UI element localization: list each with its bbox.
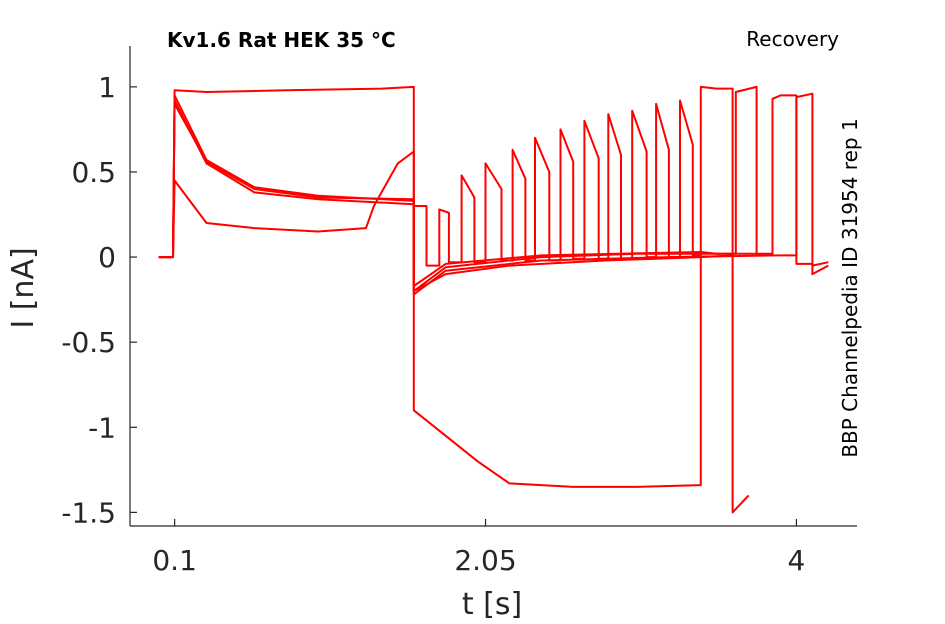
x-tick-label: 4 <box>788 544 806 577</box>
series-layer <box>158 85 829 514</box>
trace-line-4 <box>158 92 829 296</box>
y-tick-label: 0.5 <box>71 156 116 189</box>
y-tick-label: -0.5 <box>61 326 116 359</box>
trace-line-5 <box>158 85 750 514</box>
tick-layer: 0.1 2.05 4 1 0.5 0 -0.5 -1 -1.5 <box>61 71 805 577</box>
y-tick-label: 0 <box>98 241 116 274</box>
trace-line-6 <box>412 99 701 267</box>
trace-line-1 <box>158 85 733 293</box>
x-tick-label: 0.1 <box>152 544 197 577</box>
trace-line-2 <box>158 85 765 287</box>
x-tick-label: 2.05 <box>454 544 516 577</box>
y-axis-label: I [nA] <box>6 247 41 328</box>
protocol-label: Recovery <box>746 27 839 51</box>
y-tick-label: -1 <box>88 411 116 444</box>
chart-title: Kv1.6 Rat HEK 35 °C <box>167 28 396 52</box>
side-label: BBP Channelpedia ID 31954 rep 1 <box>838 118 862 457</box>
x-axis-label: t [s] <box>462 587 522 622</box>
y-tick-label: -1.5 <box>61 496 116 529</box>
y-tick-label: 1 <box>98 71 116 104</box>
trace-line-3 <box>158 94 829 293</box>
